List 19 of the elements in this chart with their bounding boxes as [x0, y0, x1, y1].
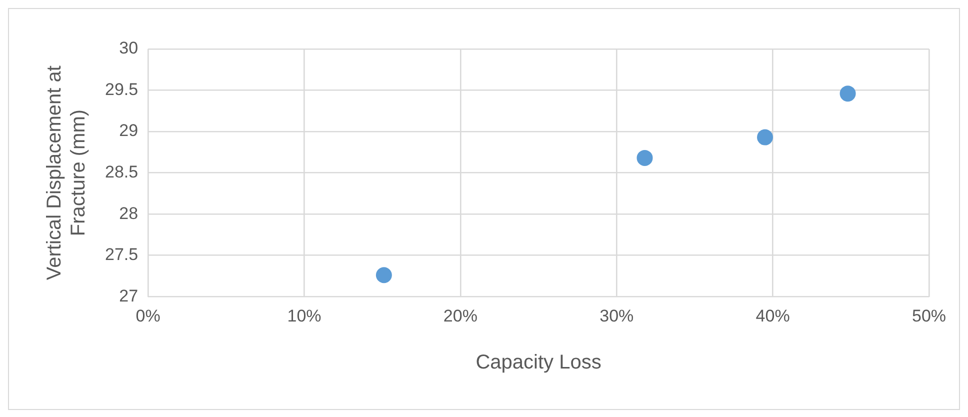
point: [636, 150, 653, 166]
point: [376, 267, 392, 284]
point: [757, 129, 774, 146]
y-tick-label: 28: [119, 204, 138, 223]
y-tick-label: 27: [119, 286, 138, 306]
y-tick-label: 28.5: [104, 162, 138, 182]
x-tick-label: 10%: [287, 306, 322, 326]
x-tick-label: 50%: [912, 306, 946, 326]
x-axis-title: Capacity Loss: [476, 352, 602, 374]
x-tick-label: 30%: [600, 306, 634, 326]
y-tick-label: 29: [119, 121, 138, 140]
y-axis-title: Vertical Displacement at Fracture (mm): [44, 65, 90, 280]
point: [840, 86, 856, 102]
y-tick-label: 27.5: [104, 245, 138, 264]
y-tick-label: 29.5: [104, 80, 138, 99]
x-tick-label: 0%: [136, 306, 160, 326]
x-tick-label: 20%: [443, 306, 478, 326]
y-tick-label: 30: [119, 38, 138, 58]
x-tick-label: 40%: [756, 306, 790, 326]
